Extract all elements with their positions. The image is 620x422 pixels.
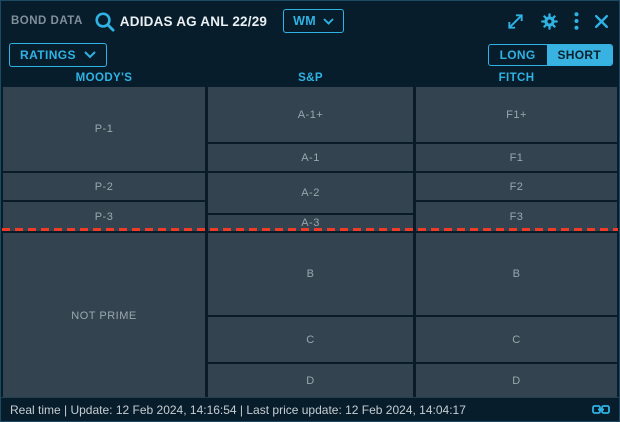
rating-cell-fitch-b: B [416,233,617,315]
rating-cell-fitch-f1plus: F1+ [416,87,617,142]
rating-cell-sp-a1plus: A-1+ [208,87,413,142]
ratings-dropdown-label: RATINGS [20,48,76,62]
rating-cell-sp-a2: A-2 [208,173,413,213]
status-bar: Real time | Update: 12 Feb 2024, 14:16:5… [1,397,619,421]
rating-cell-moodys-p3: P-3 [3,202,205,231]
rating-cell-fitch-d: D [416,364,617,398]
long-short-toggle: LONG SHORT [487,44,613,66]
ratings-grid: P-1 P-2 P-3 NOT PRIME A-1+ A-1 A-2 A-3 B… [3,87,617,398]
rating-cell-moodys-p1: P-1 [3,87,205,171]
rating-cell-fitch-f2: F2 [416,173,617,200]
title-bar: BOND DATA ADIDAS AG ANL 22/29 WM [1,1,619,41]
column-header-moodys: MOODY'S [75,71,133,84]
rating-cell-sp-a1: A-1 [208,144,413,171]
rating-cell-fitch-c: C [416,317,617,362]
chevron-down-icon [323,17,334,25]
app-title-label: BOND DATA [11,15,83,27]
instrument-title: ADIDAS AG ANL 22/29 [119,13,268,29]
status-text: Real time | Update: 12 Feb 2024, 14:16:5… [10,402,466,417]
long-tab[interactable]: LONG [489,45,547,65]
ratings-dropdown[interactable]: RATINGS [9,43,107,67]
rating-cell-moodys-not-prime: NOT PRIME [3,233,205,398]
ratings-column-headers: MOODY'S S&P FITCH [3,69,617,86]
rating-cell-fitch-f3: F3 [416,202,617,231]
short-tab[interactable]: SHORT [546,45,612,65]
gear-icon[interactable] [540,12,559,31]
window-controls [506,12,609,31]
rating-cell-moodys-p2: P-2 [3,173,205,200]
rating-cell-sp-d: D [208,364,413,398]
rating-cell-sp-c: C [208,317,413,362]
source-dropdown-value: WM [293,14,316,28]
column-header-sp: S&P [298,71,323,84]
more-options-icon[interactable] [574,12,579,30]
chevron-down-icon [84,51,96,59]
rating-cell-sp-a3: A-3 [208,215,413,231]
rating-cell-sp-b: B [208,233,413,315]
controls-row: RATINGS LONG SHORT [1,41,619,69]
source-dropdown[interactable]: WM [283,9,344,33]
rating-cell-fitch-f1: F1 [416,144,617,171]
search-icon[interactable] [93,10,116,33]
close-icon[interactable] [594,14,609,29]
column-header-fitch: FITCH [498,71,535,84]
link-channel-icon[interactable] [592,403,610,416]
expand-icon[interactable] [506,12,525,31]
